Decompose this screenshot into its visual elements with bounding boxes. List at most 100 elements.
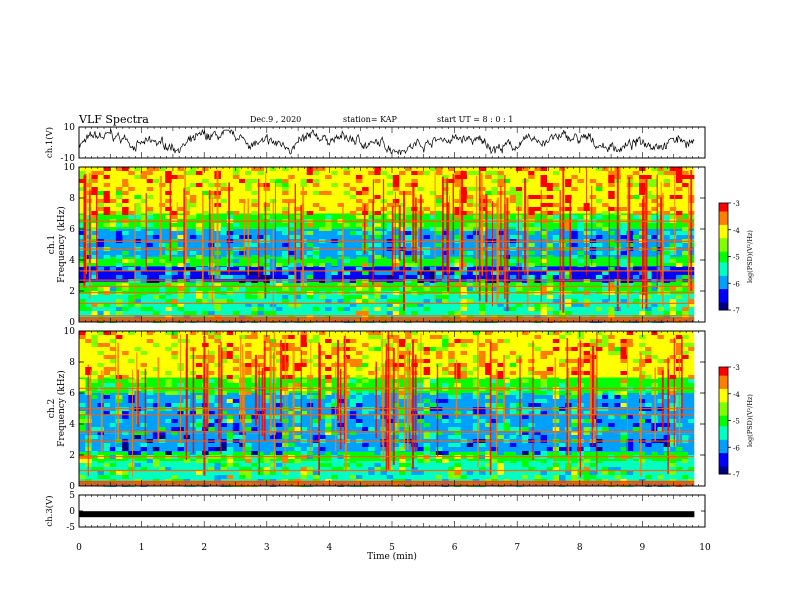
ch1-cell: [362, 271, 369, 275]
ch1-cell: [405, 187, 412, 191]
ch1-cell: [540, 211, 547, 215]
ch2-cell: [577, 335, 584, 339]
ch2-cell: [546, 419, 554, 423]
ch2-cell: [663, 395, 671, 399]
ch2-cell: [288, 343, 295, 347]
ch2-cell: [515, 391, 523, 395]
ch2-cell: [682, 347, 689, 351]
ch2-cell: [79, 403, 86, 407]
ch1-cell: [675, 215, 683, 219]
ch2-cell: [454, 387, 461, 391]
ch1-cell: [152, 295, 160, 299]
ch1-cell: [239, 179, 246, 183]
chart-title: VLF Spectra: [79, 113, 149, 126]
ch2-cell: [522, 467, 529, 471]
ch1-cell: [165, 267, 172, 271]
ch2-cell: [275, 443, 283, 447]
ch2-cell: [208, 371, 215, 375]
ch1-cell: [134, 207, 141, 211]
ch1-cell: [552, 171, 560, 175]
ch2-cell: [349, 399, 357, 403]
ch1-cell: [411, 255, 418, 259]
ch2-cell: [528, 423, 535, 427]
ch2-cell: [528, 475, 535, 479]
ch2-cell: [226, 459, 234, 463]
ch2-cell: [269, 463, 277, 467]
ch1-cell: [675, 287, 683, 291]
ch1-cell: [355, 287, 363, 291]
ch2-cell: [503, 355, 511, 359]
ch2-cell: [220, 375, 227, 379]
ch1-cell: [325, 203, 332, 207]
ch2-cell: [226, 351, 234, 355]
ch1-cell: [491, 279, 498, 283]
ch1-cell: [171, 283, 178, 287]
ch1-cell: [282, 287, 289, 291]
ch1-cell: [589, 263, 597, 267]
ch2-cell: [559, 475, 566, 479]
ch1-cell: [399, 251, 406, 255]
ch1-cell: [134, 275, 141, 279]
ch2-cell: [386, 335, 394, 339]
ch2-cell: [534, 451, 541, 455]
ch1-cell: [282, 299, 289, 303]
ch1-cell: [522, 283, 529, 287]
ch1-cell: [183, 259, 191, 263]
ch1-cell: [509, 259, 517, 263]
ch1-cell: [251, 279, 258, 283]
ch1-colorbar-cell: [719, 224, 728, 228]
ch2-cell: [319, 467, 326, 471]
ch1-cell: [171, 175, 178, 179]
ch2-cell: [300, 475, 307, 479]
ch1-cell: [534, 259, 541, 263]
ch2-cell: [220, 475, 227, 479]
ch2-cell: [312, 399, 320, 403]
ch2-cell: [682, 475, 689, 479]
ch2-cell: [491, 359, 498, 363]
ch2-cell: [405, 475, 412, 479]
ch2-colorbar-cell: [719, 417, 728, 421]
ch2-cell: [614, 415, 621, 419]
ch2-cell: [263, 467, 271, 471]
ch1-cell: [325, 307, 332, 311]
ch2-cell: [602, 467, 609, 471]
ch2-cell: [472, 335, 480, 339]
ch1-cell: [337, 283, 344, 287]
ch1-ytick-label: 8: [69, 194, 75, 204]
ch1-cell: [460, 271, 467, 275]
ch1-cell: [565, 179, 572, 183]
ch1-cell: [331, 271, 338, 275]
ch1-cell: [263, 203, 271, 207]
ch1-cell: [294, 207, 301, 211]
ch1-cell: [140, 187, 147, 191]
ch1-cell: [306, 263, 314, 267]
ch2-cell: [491, 475, 498, 479]
ch1-cell: [146, 195, 154, 199]
ch2-cell: [146, 387, 154, 391]
ch2-cell: [263, 339, 271, 343]
ch1-cell: [239, 199, 246, 203]
ch1-cell: [577, 199, 584, 203]
ch1-cell: [411, 311, 418, 315]
ch1-cell: [214, 303, 221, 307]
ch1-cell: [663, 171, 671, 175]
ch2-cell: [374, 467, 381, 471]
ch2-cell: [448, 423, 455, 427]
ch2-cell: [442, 371, 449, 375]
ch2-cell: [565, 347, 572, 351]
ch2-cell: [515, 395, 523, 399]
ch1-cell: [411, 271, 418, 275]
ch1-cell: [146, 191, 154, 195]
ch1-cell: [202, 267, 209, 271]
ch2-cell: [152, 431, 160, 435]
ch2-cell: [442, 419, 449, 423]
ch2-ytick-label: 6: [69, 389, 75, 399]
ch1-cell: [189, 259, 197, 263]
ch2-cell: [306, 399, 314, 403]
ch1-cell: [565, 215, 572, 219]
ch2-cell: [497, 423, 504, 427]
ch1-cell: [263, 279, 271, 283]
ch1-cell: [546, 283, 554, 287]
ch2-cell: [688, 339, 695, 343]
ch2-cell: [319, 391, 326, 395]
